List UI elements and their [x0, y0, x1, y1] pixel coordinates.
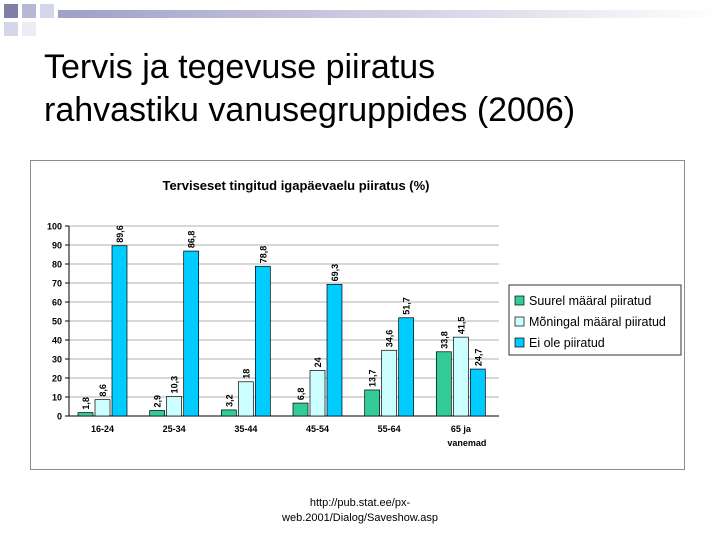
bar — [149, 410, 166, 417]
legend-label: Suurel määral piiratud — [529, 294, 651, 308]
data-label: 24 — [313, 357, 323, 367]
x-tick-label: vanemad — [447, 438, 486, 448]
data-label: 1,8 — [81, 397, 91, 410]
y-tick-label: 20 — [52, 374, 62, 384]
legend-label: Mõningal määral piiratud — [529, 315, 666, 329]
bar — [435, 351, 452, 417]
x-tick-label: 35-44 — [234, 424, 257, 434]
data-label: 24,7 — [473, 349, 483, 367]
data-label: 89,6 — [115, 225, 125, 243]
bar — [452, 336, 469, 417]
chart-title: Terviseset tingitud igapäevaelu piiratus… — [162, 178, 429, 193]
slide-decoration — [4, 4, 720, 36]
y-tick-label: 10 — [52, 393, 62, 403]
data-label: 8,6 — [98, 384, 108, 397]
y-tick-label: 40 — [52, 336, 62, 346]
y-tick-label: 60 — [52, 298, 62, 308]
source-line-1: http://pub.stat.ee/px- — [309, 497, 411, 509]
legend-swatch — [514, 295, 525, 306]
legend-swatch — [514, 337, 525, 348]
x-tick-label: 45-54 — [306, 424, 329, 434]
bar — [220, 409, 237, 417]
bar — [292, 402, 309, 417]
bar — [166, 396, 183, 417]
bar — [77, 412, 94, 417]
bar-chart: Terviseset tingitud igapäevaelu piiratus… — [47, 178, 682, 448]
x-tick-label: 55-64 — [378, 424, 401, 434]
data-label: 3,2 — [224, 394, 234, 407]
source-line-2: web.2001/Dialog/Saveshow.asp — [282, 512, 438, 524]
bar — [398, 317, 415, 417]
data-label: 6,8 — [296, 388, 306, 401]
y-tick-label: 0 — [57, 412, 62, 422]
bar — [381, 349, 398, 417]
slide-title-line-1: Tervis ja tegevuse piiratus — [44, 48, 436, 86]
slide-title: Tervis ja tegevuse piiratus rahvastiku v… — [44, 46, 704, 132]
bar — [111, 245, 128, 417]
data-label: 2,9 — [153, 395, 163, 408]
y-tick-label: 100 — [47, 222, 62, 232]
data-label: 41,5 — [456, 317, 466, 335]
bar — [326, 283, 343, 417]
data-label: 13,7 — [368, 369, 378, 387]
bar — [94, 399, 111, 417]
data-label: 18 — [241, 369, 251, 379]
source-citation: http://pub.stat.ee/px- web.2001/Dialog/S… — [230, 496, 490, 526]
data-label: 10,3 — [170, 376, 180, 394]
y-tick-label: 30 — [52, 355, 62, 365]
legend-box — [508, 284, 682, 356]
x-tick-label: 25-34 — [163, 424, 186, 434]
bar — [469, 368, 486, 417]
y-tick-label: 70 — [52, 279, 62, 289]
x-tick-label: 65 ja — [451, 424, 472, 434]
bar — [237, 381, 254, 417]
data-label: 78,8 — [258, 246, 268, 264]
bar — [309, 370, 326, 417]
chart-frame: Terviseset tingitud igapäevaelu piiratus… — [30, 160, 685, 470]
data-label: 69,3 — [330, 264, 340, 282]
bar — [254, 265, 271, 417]
x-tick-label: 16-24 — [91, 424, 114, 434]
data-label: 34,6 — [385, 330, 395, 348]
data-label: 51,7 — [402, 297, 412, 315]
bar — [364, 389, 381, 417]
slide-title-line-2: rahvastiku vanusegruppides (2006) — [44, 91, 576, 129]
legend-label: Ei ole piiratud — [529, 336, 605, 350]
y-tick-label: 90 — [52, 241, 62, 251]
legend-swatch — [514, 316, 525, 327]
data-label: 86,8 — [187, 231, 197, 249]
bar — [183, 250, 200, 417]
y-tick-label: 80 — [52, 260, 62, 270]
data-label: 33,8 — [439, 331, 449, 349]
y-tick-label: 50 — [52, 317, 62, 327]
